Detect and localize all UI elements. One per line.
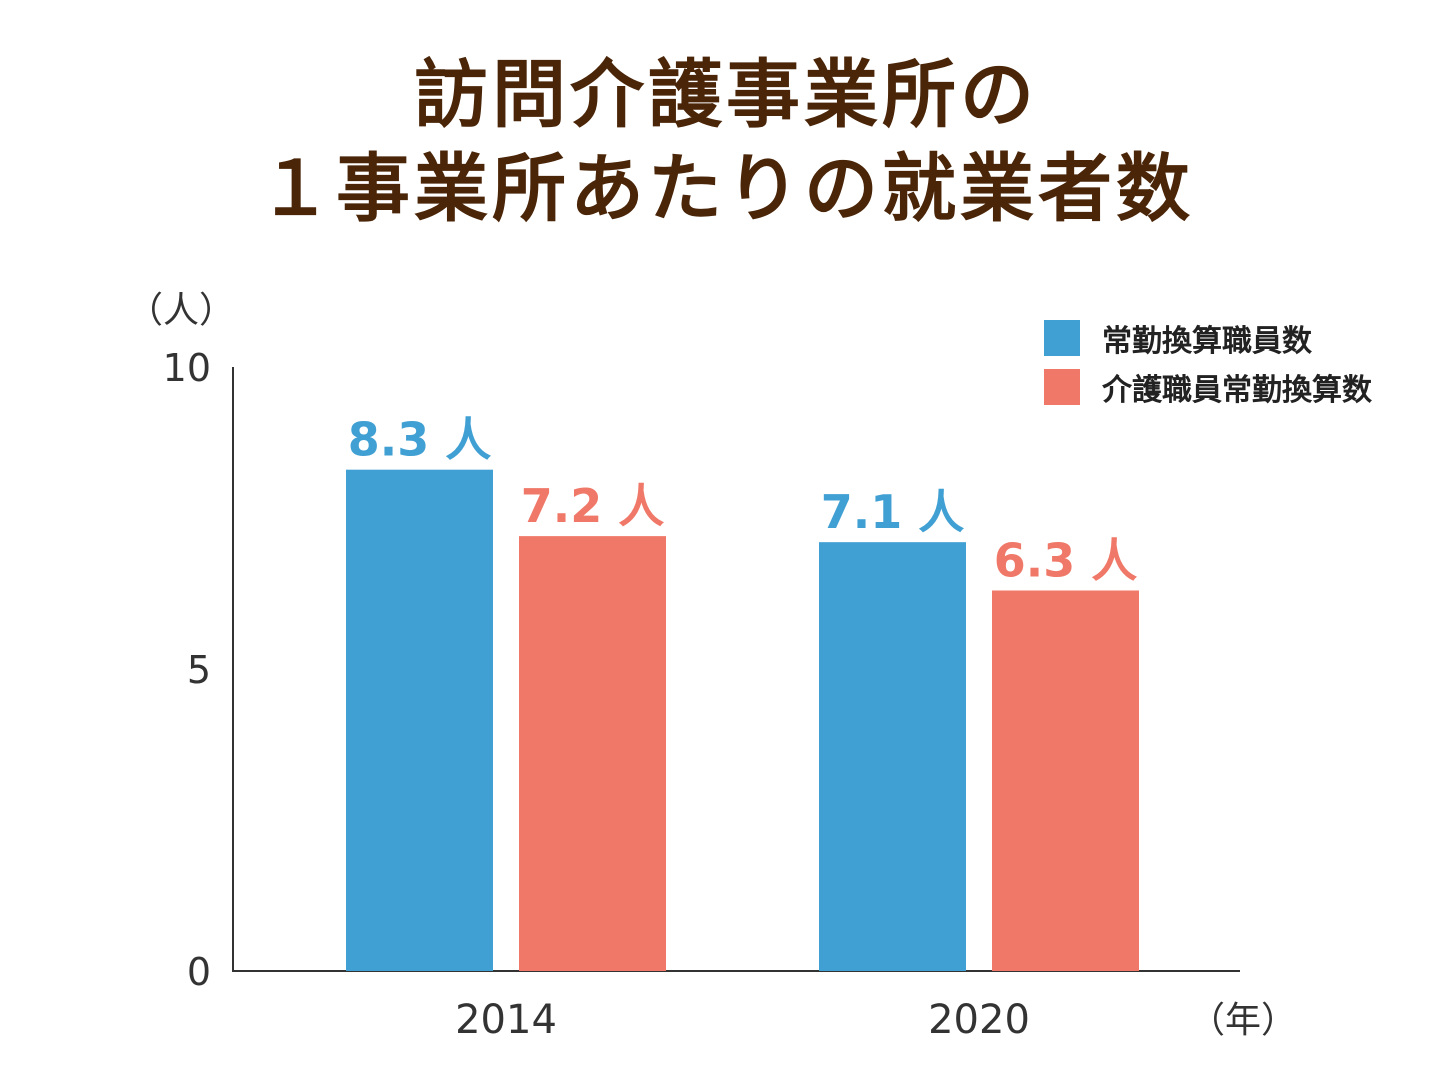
y-tick-label: 10 — [163, 346, 211, 390]
data-label-2020-series1: 7.1 人 — [821, 485, 965, 539]
legend-label-series1: 常勤換算職員数 — [1102, 324, 1312, 359]
data-label-2020-series2: 6.3 人 — [994, 533, 1138, 587]
data-label-2014-series2: 7.2 人 — [521, 479, 665, 533]
chart-title-line2: １事業所あたりの就業者数 — [258, 146, 1194, 232]
chart-title-line1: 訪問介護事業所の — [414, 52, 1038, 138]
legend-item-series2: 介護職員常勤換算数 — [1044, 369, 1372, 408]
bar-2020-series1 — [819, 542, 966, 971]
legend-swatch-series2 — [1044, 369, 1080, 405]
x-tick-label-2020: 2020 — [928, 997, 1030, 1043]
y-axis-unit-label: （人） — [127, 290, 235, 331]
bar-2014-series2 — [519, 536, 666, 971]
y-tick-label: 5 — [187, 648, 211, 692]
x-axis-unit-label: （年） — [1189, 1000, 1297, 1041]
data-label-2014-series1: 8.3 人 — [348, 413, 492, 467]
legend-label-series2: 介護職員常勤換算数 — [1102, 373, 1372, 408]
legend-item-series1: 常勤換算職員数 — [1044, 320, 1312, 359]
legend-swatch-series1 — [1044, 320, 1080, 356]
bar-2014-series1 — [346, 469, 493, 971]
bar-2020-series2 — [992, 590, 1139, 971]
y-tick-label: 0 — [187, 950, 211, 994]
x-tick-label-2014: 2014 — [455, 997, 557, 1043]
